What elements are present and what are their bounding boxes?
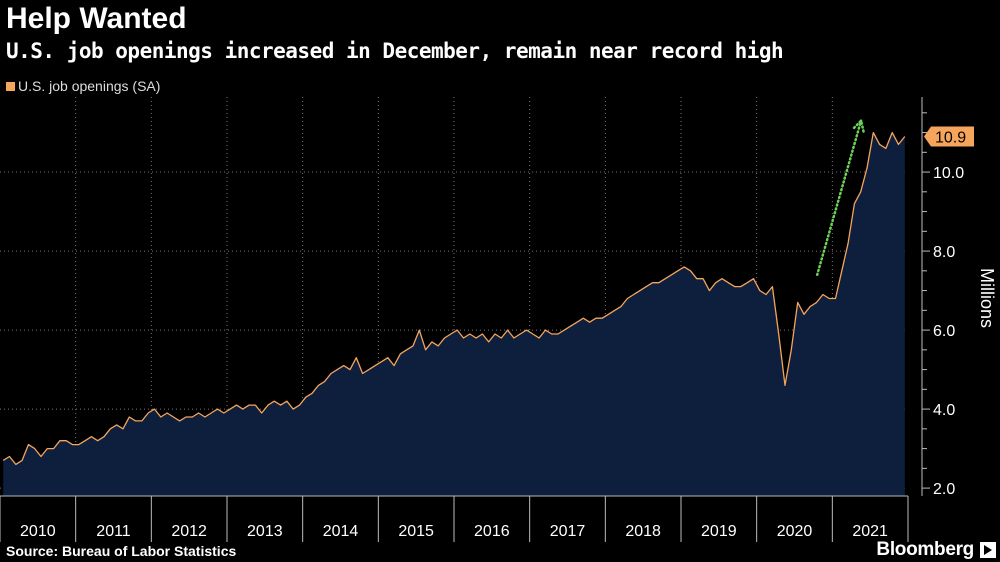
y-axis-title: Millions xyxy=(977,268,997,328)
x-tick-label: 2020 xyxy=(777,523,813,540)
source-note: Source: Bureau of Labor Statistics xyxy=(6,543,237,559)
bloomberg-icon xyxy=(980,542,996,558)
y-tick-label: 8.0 xyxy=(933,244,955,261)
x-tick-label: 2016 xyxy=(474,523,510,540)
y-tick-label: 10.0 xyxy=(933,165,964,182)
x-tick-label: 2021 xyxy=(852,523,888,540)
y-tick-label: 2.0 xyxy=(933,481,955,498)
y-tick-label: 4.0 xyxy=(933,402,955,419)
brand-logo: Bloomberg xyxy=(876,539,974,560)
x-tick-label: 2011 xyxy=(96,523,131,540)
series-area xyxy=(3,132,905,496)
legend-swatch xyxy=(6,81,15,91)
annotation-arrow-head xyxy=(852,118,865,133)
x-tick-label: 2018 xyxy=(625,523,661,540)
x-tick-label: 2010 xyxy=(20,523,56,540)
x-tick-label: 2014 xyxy=(323,523,359,540)
x-tick-label: 2015 xyxy=(398,523,434,540)
x-tick-label: 2017 xyxy=(550,523,586,540)
legend: U.S. job openings (SA) xyxy=(6,77,160,95)
series-line xyxy=(2,131,906,466)
last-value-badge xyxy=(924,126,974,147)
x-tick-label: 2013 xyxy=(247,523,283,540)
x-tick-label: 2019 xyxy=(701,523,737,540)
legend-label: U.S. job openings (SA) xyxy=(18,78,161,94)
last-value-label: 10.9 xyxy=(935,130,966,147)
y-tick-label: 6.0 xyxy=(933,323,955,340)
annotation-arrow xyxy=(815,119,863,277)
x-tick-label: 2012 xyxy=(171,523,207,540)
chart-title: Help Wanted xyxy=(6,2,187,35)
chart-subtitle: U.S. job openings increased in December,… xyxy=(6,39,784,63)
